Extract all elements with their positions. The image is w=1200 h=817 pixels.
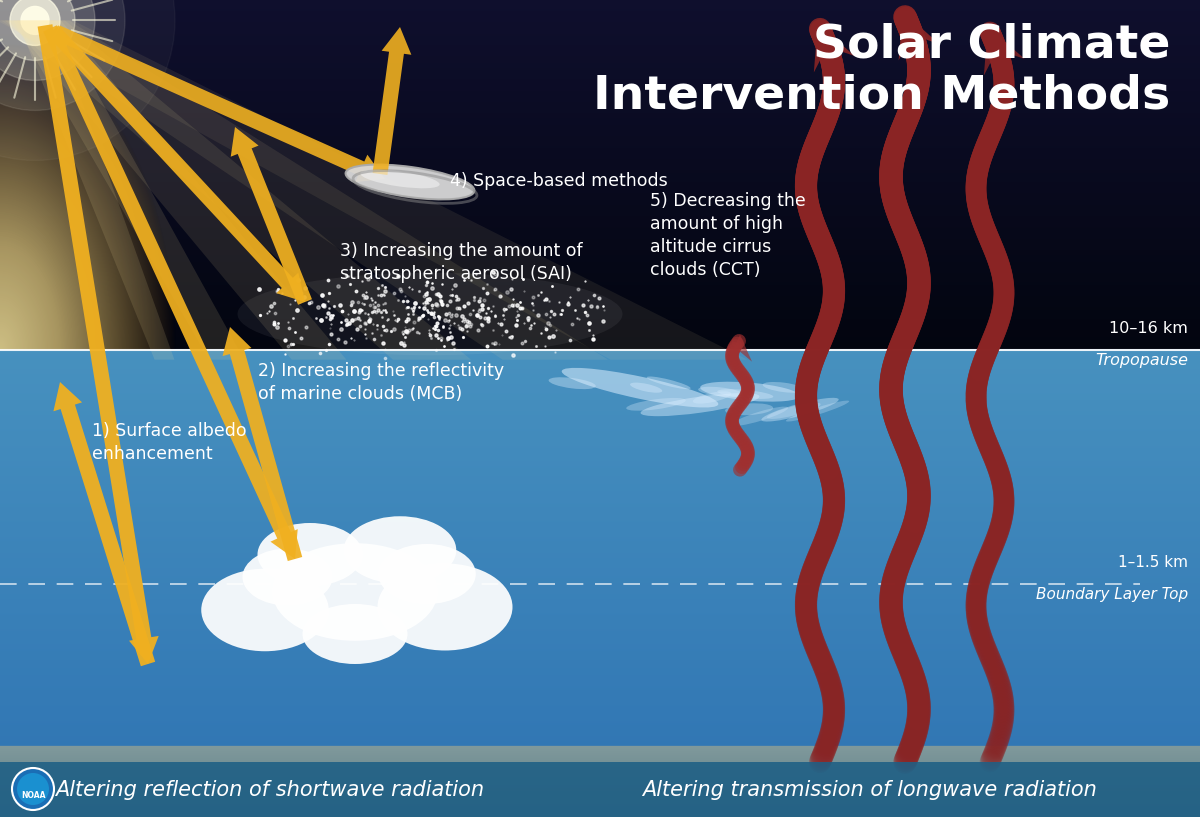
Polygon shape bbox=[728, 335, 752, 362]
Text: Altering transmission of longwave radiation: Altering transmission of longwave radiat… bbox=[642, 780, 1098, 800]
Polygon shape bbox=[17, 20, 174, 359]
Circle shape bbox=[12, 768, 54, 810]
Ellipse shape bbox=[786, 400, 850, 422]
Text: 1–1.5 km: 1–1.5 km bbox=[1118, 556, 1188, 570]
Polygon shape bbox=[10, 20, 347, 359]
Polygon shape bbox=[899, 11, 940, 60]
Ellipse shape bbox=[698, 386, 743, 397]
Text: NOAA: NOAA bbox=[20, 791, 46, 800]
Ellipse shape bbox=[641, 393, 760, 416]
Text: 3) Increasing the amount of
stratospheric aerosol (SAI): 3) Increasing the amount of stratospheri… bbox=[340, 242, 583, 283]
Polygon shape bbox=[222, 327, 302, 561]
Ellipse shape bbox=[238, 273, 623, 355]
Ellipse shape bbox=[767, 403, 821, 419]
Ellipse shape bbox=[732, 407, 788, 426]
Text: 5) Decreasing the
amount of high
altitude cirrus
clouds (CCT): 5) Decreasing the amount of high altitud… bbox=[650, 192, 805, 279]
Ellipse shape bbox=[242, 548, 332, 605]
Polygon shape bbox=[37, 25, 158, 664]
Ellipse shape bbox=[202, 569, 329, 651]
Ellipse shape bbox=[272, 543, 438, 641]
Circle shape bbox=[0, 0, 74, 60]
Polygon shape bbox=[13, 20, 245, 359]
Ellipse shape bbox=[725, 404, 773, 415]
Polygon shape bbox=[984, 26, 1025, 75]
Ellipse shape bbox=[302, 604, 408, 664]
Text: 10–16 km: 10–16 km bbox=[1109, 321, 1188, 336]
Circle shape bbox=[22, 7, 49, 34]
Circle shape bbox=[0, 0, 125, 110]
Text: 1) Surface albedo
enhancement: 1) Surface albedo enhancement bbox=[92, 422, 247, 463]
Polygon shape bbox=[54, 25, 385, 182]
Text: 4) Space-based methods: 4) Space-based methods bbox=[450, 172, 667, 190]
Ellipse shape bbox=[378, 564, 512, 650]
Ellipse shape bbox=[630, 382, 662, 393]
Text: Altering reflection of shortwave radiation: Altering reflection of shortwave radiati… bbox=[55, 780, 485, 800]
Polygon shape bbox=[0, 20, 748, 359]
Polygon shape bbox=[814, 24, 854, 73]
Ellipse shape bbox=[761, 398, 839, 422]
Circle shape bbox=[17, 773, 49, 805]
Polygon shape bbox=[230, 127, 312, 305]
Ellipse shape bbox=[562, 368, 719, 408]
Circle shape bbox=[0, 0, 95, 80]
Text: 2) Increasing the reflectivity
of marine clouds (MCB): 2) Increasing the reflectivity of marine… bbox=[258, 362, 504, 403]
Polygon shape bbox=[5, 20, 470, 359]
Ellipse shape bbox=[346, 164, 474, 199]
Ellipse shape bbox=[718, 389, 773, 399]
Polygon shape bbox=[43, 25, 298, 559]
Ellipse shape bbox=[647, 377, 691, 389]
Ellipse shape bbox=[258, 523, 362, 586]
Ellipse shape bbox=[378, 544, 475, 604]
Ellipse shape bbox=[763, 382, 805, 393]
Text: Solar Climate
Intervention Methods: Solar Climate Intervention Methods bbox=[593, 22, 1170, 118]
Ellipse shape bbox=[700, 382, 800, 402]
Ellipse shape bbox=[343, 516, 456, 584]
Ellipse shape bbox=[692, 391, 731, 404]
Ellipse shape bbox=[626, 398, 685, 411]
Ellipse shape bbox=[360, 170, 439, 188]
Text: Tropopause: Tropopause bbox=[1096, 353, 1188, 368]
Polygon shape bbox=[48, 25, 305, 302]
Circle shape bbox=[10, 0, 60, 46]
Bar bbox=[0, 762, 1200, 817]
Polygon shape bbox=[1, 20, 608, 359]
Polygon shape bbox=[54, 382, 155, 666]
Ellipse shape bbox=[548, 377, 595, 389]
Text: Boundary Layer Top: Boundary Layer Top bbox=[1036, 587, 1188, 602]
Polygon shape bbox=[372, 27, 412, 175]
